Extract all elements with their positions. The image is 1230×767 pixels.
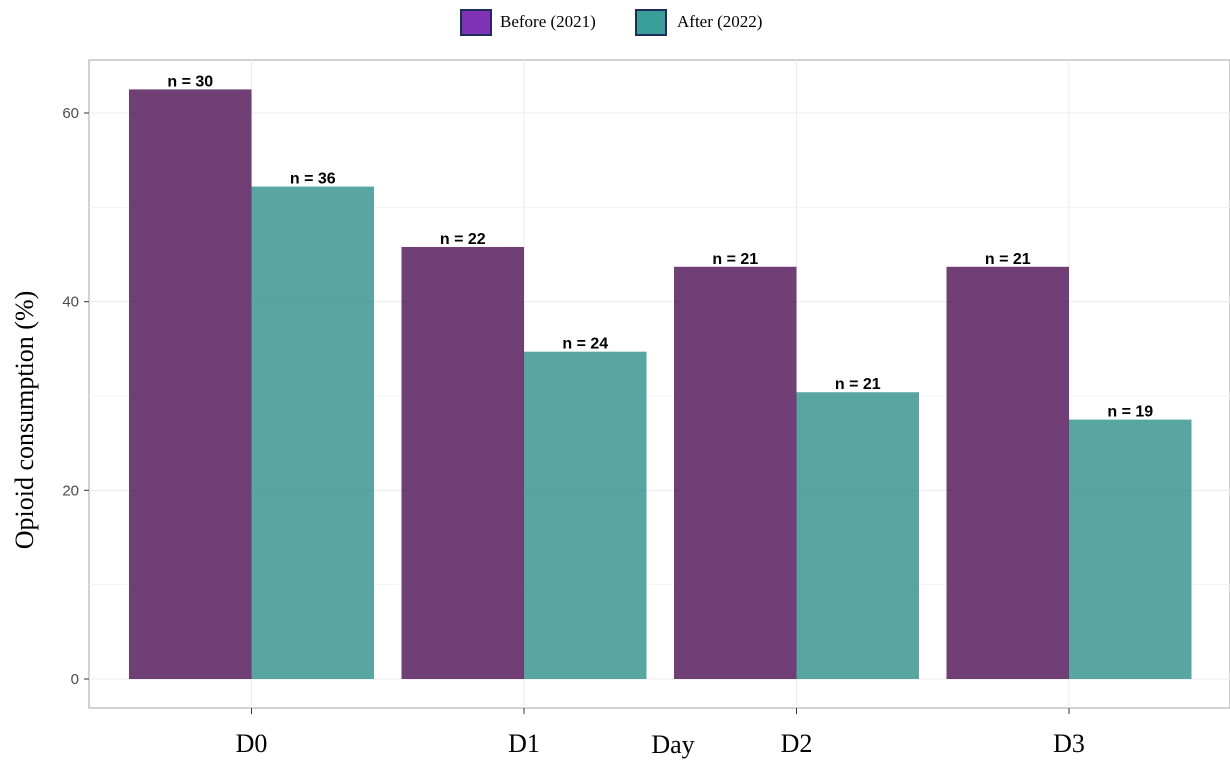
legend-label-after: After (2022) bbox=[677, 12, 762, 31]
x-tick-label-d2: D2 bbox=[781, 729, 813, 758]
bar-after-d2 bbox=[796, 392, 919, 679]
legend-swatch-before bbox=[460, 9, 492, 36]
bar-before-d3 bbox=[946, 266, 1069, 679]
legend: Before (2021) After (2022) bbox=[460, 9, 762, 36]
y-tick-label: 0 bbox=[71, 671, 79, 688]
bar-after-d3 bbox=[1069, 419, 1192, 679]
data-label-after-d3: n = 19 bbox=[1107, 404, 1153, 421]
legend-swatch-after bbox=[635, 9, 667, 36]
legend-item-after: After (2022) bbox=[635, 9, 762, 36]
bar-after-d1 bbox=[524, 351, 647, 679]
legend-item-before: Before (2021) bbox=[460, 9, 596, 36]
x-tick-label-d1: D1 bbox=[508, 729, 540, 758]
bar-before-d2 bbox=[674, 266, 797, 679]
bar-before-d1 bbox=[401, 246, 524, 679]
y-tick-label: 60 bbox=[62, 105, 79, 122]
x-axis-title: Day bbox=[651, 730, 694, 759]
bar-after-d0 bbox=[251, 186, 374, 679]
x-tick-label-d3: D3 bbox=[1053, 729, 1085, 758]
bars: n = 30 n = 36 n = 22 n = 24 n = 21 n = 21 n = … bbox=[129, 73, 1192, 679]
legend-label-before: Before (2021) bbox=[500, 12, 596, 31]
data-label-before-d0: n = 30 bbox=[167, 73, 213, 90]
y-tick-label: 20 bbox=[62, 482, 79, 499]
y-tick-label: 40 bbox=[62, 294, 79, 311]
data-label-after-d1: n = 24 bbox=[562, 336, 608, 353]
y-axis: 0 20 40 60 bbox=[62, 105, 89, 688]
data-label-after-d0: n = 36 bbox=[290, 171, 336, 188]
data-label-after-d2: n = 21 bbox=[835, 376, 881, 393]
x-axis: D0 D1 D2 D3 bbox=[236, 708, 1085, 758]
data-label-before-d3: n = 21 bbox=[985, 251, 1031, 268]
data-label-before-d1: n = 22 bbox=[440, 231, 486, 248]
y-axis-title: Opioid consumption (%) bbox=[10, 291, 39, 550]
data-label-before-d2: n = 21 bbox=[712, 251, 758, 268]
bar-before-d0 bbox=[129, 89, 252, 679]
x-tick-label-d0: D0 bbox=[236, 729, 268, 758]
